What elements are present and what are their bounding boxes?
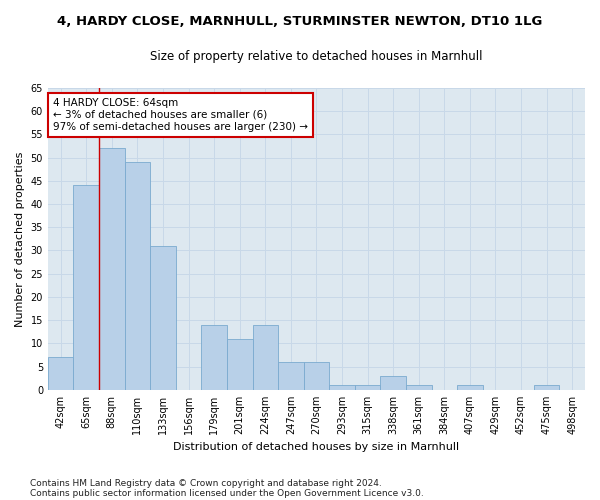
Title: Size of property relative to detached houses in Marnhull: Size of property relative to detached ho…	[150, 50, 483, 63]
Bar	[534, 386, 559, 390]
Bar	[329, 386, 355, 390]
Bar	[227, 339, 253, 390]
X-axis label: Distribution of detached houses by size in Marnhull: Distribution of detached houses by size …	[173, 442, 460, 452]
Bar	[150, 246, 176, 390]
Text: 4 HARDY CLOSE: 64sqm
← 3% of detached houses are smaller (6)
97% of semi-detache: 4 HARDY CLOSE: 64sqm ← 3% of detached ho…	[53, 98, 308, 132]
Text: 4, HARDY CLOSE, MARNHULL, STURMINSTER NEWTON, DT10 1LG: 4, HARDY CLOSE, MARNHULL, STURMINSTER NE…	[58, 15, 542, 28]
Bar	[202, 325, 227, 390]
Bar	[125, 162, 150, 390]
Bar	[457, 386, 482, 390]
Text: Contains public sector information licensed under the Open Government Licence v3: Contains public sector information licen…	[30, 488, 424, 498]
Text: Contains HM Land Registry data © Crown copyright and database right 2024.: Contains HM Land Registry data © Crown c…	[30, 478, 382, 488]
Bar	[406, 386, 431, 390]
Bar	[304, 362, 329, 390]
Bar	[355, 386, 380, 390]
Bar	[253, 325, 278, 390]
Bar	[73, 186, 99, 390]
Bar	[278, 362, 304, 390]
Bar	[48, 358, 73, 390]
Y-axis label: Number of detached properties: Number of detached properties	[15, 151, 25, 326]
Bar	[380, 376, 406, 390]
Bar	[99, 148, 125, 390]
